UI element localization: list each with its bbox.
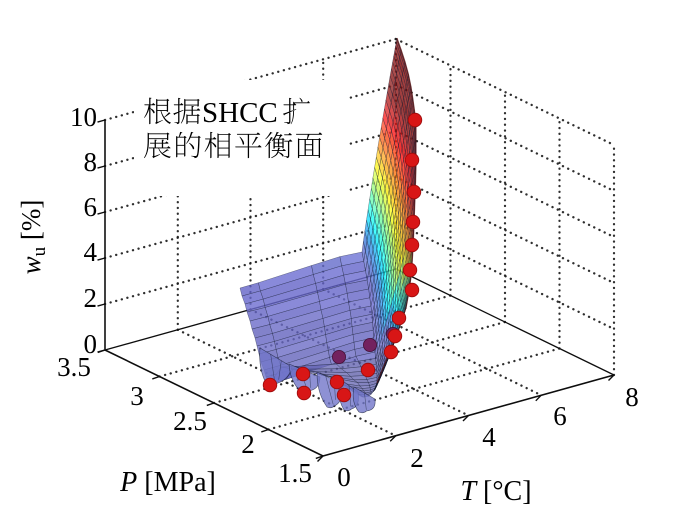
svg-text:1.5: 1.5 <box>278 458 312 488</box>
svg-text:SHCC: SHCC <box>202 97 278 129</box>
svg-text:2: 2 <box>410 443 424 473</box>
svg-text:3.5: 3.5 <box>57 352 91 382</box>
svg-text:0: 0 <box>84 329 98 359</box>
svg-text:4: 4 <box>482 422 496 452</box>
svg-text:P [MPa]: P [MPa] <box>119 467 216 498</box>
svg-text:8: 8 <box>84 147 98 177</box>
svg-text:2.5: 2.5 <box>173 406 207 436</box>
svg-text:3: 3 <box>130 381 144 411</box>
svg-text:2: 2 <box>84 283 98 313</box>
svg-text:2: 2 <box>241 429 255 459</box>
svg-text:4: 4 <box>84 237 98 267</box>
svg-text:6: 6 <box>553 401 567 431</box>
svg-text:wu [%]: wu [%] <box>16 200 50 275</box>
svg-text:8: 8 <box>625 382 639 412</box>
svg-text:0: 0 <box>337 462 351 492</box>
svg-text:6: 6 <box>84 192 98 222</box>
svg-text:T [°C]: T [°C] <box>460 476 531 507</box>
svg-text:10: 10 <box>70 102 97 132</box>
